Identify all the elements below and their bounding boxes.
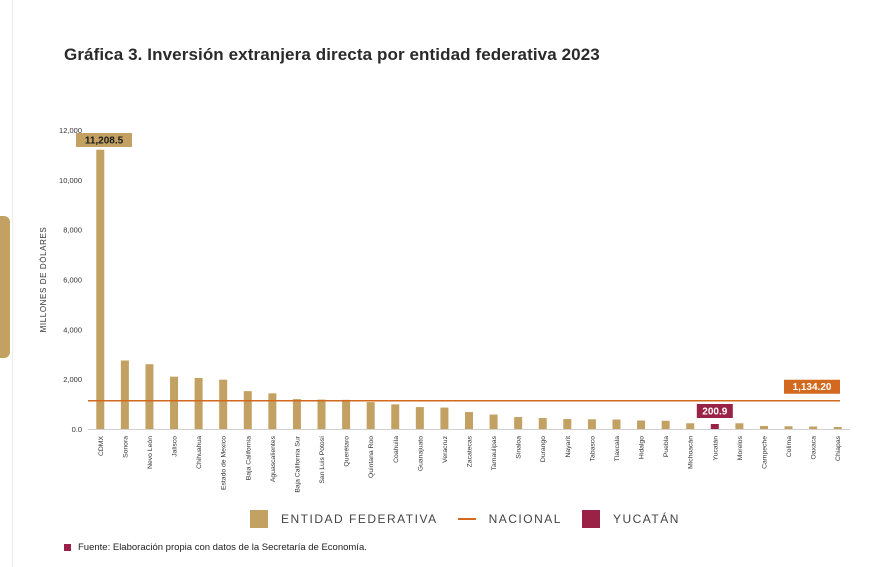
bar-25 bbox=[710, 423, 719, 429]
source-bullet-icon bbox=[64, 544, 71, 551]
bar-17 bbox=[514, 417, 523, 429]
x-tick-label: Baja California bbox=[245, 436, 252, 480]
x-tick-label: Chihuahua bbox=[196, 436, 203, 469]
x-tick-label: Querétaro bbox=[344, 436, 351, 467]
legend-swatch-estado bbox=[250, 510, 268, 528]
x-tick-label: Puebla bbox=[663, 436, 670, 457]
y-tick-label: 8,000 bbox=[63, 226, 82, 235]
data-label: 200.9 bbox=[702, 406, 727, 417]
frame-border bbox=[12, 0, 13, 567]
bar-10 bbox=[342, 399, 351, 429]
legend-swatch-yucatan bbox=[581, 510, 600, 528]
bar-22 bbox=[637, 420, 646, 429]
bar-6 bbox=[243, 391, 252, 429]
x-tick-label: Nevo León bbox=[147, 436, 154, 469]
bar-8 bbox=[292, 399, 301, 429]
x-tick-label: Jalisco bbox=[172, 436, 179, 457]
data-label-box bbox=[76, 133, 132, 147]
x-tick-label: Campeche bbox=[761, 436, 768, 469]
legend-swatch-nacional bbox=[457, 518, 476, 520]
y-tick-label: 2,000 bbox=[63, 375, 82, 384]
y-tick-label: 6,000 bbox=[63, 276, 82, 285]
y-tick-label: 10,000 bbox=[59, 176, 82, 185]
x-tick-label: Durango bbox=[540, 436, 547, 462]
x-tick-label: Tamaulipas bbox=[491, 435, 498, 470]
chart-legend: ENTIDAD FEDERATIVA NACIONAL YUCATÁN bbox=[250, 509, 700, 529]
x-tick-label: San Luis Potosí bbox=[319, 436, 326, 484]
x-tick-label: Tabasco bbox=[589, 436, 596, 462]
bar-20 bbox=[587, 419, 596, 429]
bar-14 bbox=[440, 407, 449, 429]
legend-item-estado: ENTIDAD FEDERATIVA bbox=[250, 510, 438, 528]
bar-3 bbox=[170, 376, 179, 429]
source-note: Fuente: Elaboración propia con datos de … bbox=[64, 542, 367, 553]
bar-28 bbox=[784, 426, 793, 429]
legend-item-yucatan: YUCATÁN bbox=[581, 510, 680, 528]
side-tab-decoration bbox=[0, 216, 10, 358]
x-tick-label: Estado de Mexico bbox=[221, 436, 228, 490]
national-label-box bbox=[784, 379, 840, 394]
x-tick-label: Michoacán bbox=[688, 436, 695, 469]
chart-title: Gráfica 3. Inversión extranjera directa … bbox=[64, 45, 600, 64]
x-tick-label: Yucatán bbox=[712, 436, 719, 461]
x-tick-label: Sinaloa bbox=[516, 436, 523, 459]
legend-label-estado: ENTIDAD FEDERATIVA bbox=[281, 512, 438, 526]
data-label: 11,208.5 bbox=[85, 136, 124, 147]
bar-13 bbox=[415, 407, 424, 429]
x-tick-label: Colima bbox=[786, 436, 793, 457]
source-text: Fuente: Elaboración propia con datos de … bbox=[78, 542, 367, 553]
bar-11 bbox=[366, 402, 375, 429]
bar-30 bbox=[833, 427, 842, 429]
legend-label-nacional: NACIONAL bbox=[488, 512, 562, 526]
bar-24 bbox=[686, 423, 695, 429]
x-tick-label: Quintana Roo bbox=[368, 436, 375, 478]
x-tick-label: CDMX bbox=[98, 436, 105, 456]
x-tick-label: Sonora bbox=[122, 436, 129, 458]
y-axis-label: MILLONES DE DÓLARES bbox=[39, 227, 48, 333]
bar-15 bbox=[465, 412, 473, 429]
bar-27 bbox=[759, 426, 768, 429]
x-tick-label: Chiapas bbox=[835, 435, 842, 461]
x-tick-label: Nayarit bbox=[565, 436, 572, 458]
bar-21 bbox=[612, 419, 621, 429]
bar-1 bbox=[120, 360, 129, 429]
bar-4 bbox=[194, 377, 203, 429]
x-tick-label: Coahuila bbox=[393, 436, 400, 463]
legend-item-nacional: NACIONAL bbox=[457, 512, 562, 526]
national-value-label: 1,134.20 bbox=[793, 382, 832, 393]
x-tick-label: Tlaxcala bbox=[614, 436, 621, 462]
bar-16 bbox=[489, 414, 498, 429]
bar-29 bbox=[809, 426, 818, 429]
bar-26 bbox=[735, 423, 744, 429]
x-tick-label: Aguascalientes bbox=[270, 435, 277, 482]
x-tick-label: Morelos bbox=[737, 435, 744, 460]
x-tick-label: Guanajuato bbox=[417, 436, 424, 471]
x-tick-label: Zacatecas bbox=[467, 435, 474, 467]
bar-0 bbox=[96, 149, 105, 429]
x-tick-label: Hidalgo bbox=[639, 436, 646, 459]
y-tick-label: 12,000 bbox=[59, 126, 82, 135]
bar-9 bbox=[317, 399, 326, 429]
bar-18 bbox=[538, 418, 547, 429]
data-label-box bbox=[696, 403, 733, 418]
bar-2 bbox=[145, 364, 154, 429]
x-tick-label: Veracruz bbox=[442, 435, 449, 462]
x-tick-label: Baja California Sur bbox=[294, 435, 301, 492]
bar-23 bbox=[661, 420, 670, 429]
bar-chart: 0.0 2,000 4,000 6,000 8,000 10,000 12,000 MILLO… bbox=[39, 126, 850, 493]
bar-12 bbox=[391, 404, 400, 429]
x-tick-label: Oaxaca bbox=[811, 436, 818, 460]
bar-19 bbox=[563, 419, 572, 429]
y-tick-label: 4,000 bbox=[63, 325, 82, 334]
bar-7 bbox=[268, 393, 277, 429]
y-tick-label: 0.0 bbox=[72, 425, 82, 434]
bar-5 bbox=[219, 379, 228, 429]
legend-label-yucatan: YUCATÁN bbox=[612, 512, 680, 526]
